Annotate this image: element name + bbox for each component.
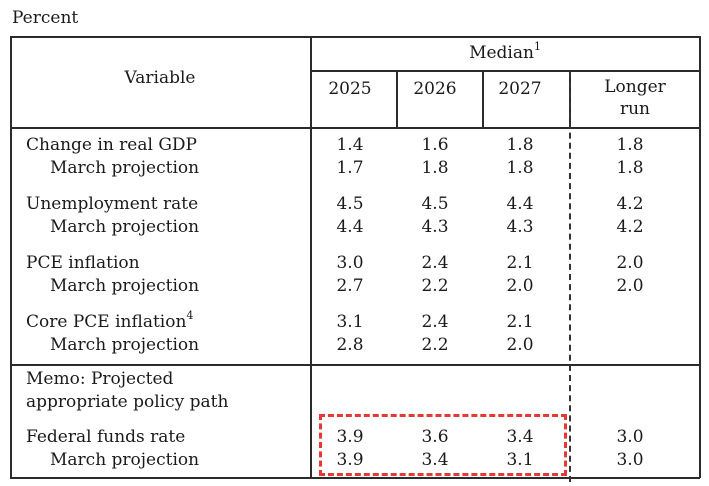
year-header-2025: 2025: [328, 79, 372, 99]
variable-column-divider: [310, 36, 312, 478]
longer-run-header: Longer run: [604, 77, 666, 119]
cell-longer-run: 3.0: [616, 427, 644, 447]
cell-2025: 4.4: [336, 217, 364, 237]
cell-2025: 3.9: [336, 450, 364, 470]
cell-2027: 3.4: [506, 427, 534, 447]
row-label: March projection: [50, 450, 200, 470]
row-label: Change in real GDP: [26, 135, 197, 155]
cell-2026: 1.6: [421, 135, 449, 155]
row-label: PCE inflation: [26, 253, 140, 273]
cell-longer-run: 1.8: [616, 135, 644, 155]
cell-2025: 1.4: [336, 135, 364, 155]
cell-longer-run: 2.0: [616, 253, 644, 273]
memo-subheading: appropriate policy path: [26, 392, 229, 412]
cell-longer-run: 1.8: [616, 158, 644, 178]
header-divider-2027: [482, 71, 484, 128]
cell-2026: 3.4: [421, 450, 449, 470]
cell-2026: 2.2: [421, 276, 449, 296]
cell-2026: 1.8: [421, 158, 449, 178]
row-label: March projection: [50, 217, 200, 237]
unit-caption: Percent: [12, 8, 79, 28]
cell-2027: 1.8: [506, 135, 534, 155]
cell-2025: 3.1: [336, 312, 364, 332]
cell-2025: 4.5: [336, 194, 364, 214]
cell-2026: 2.4: [421, 253, 449, 273]
cell-2025: 2.7: [336, 276, 364, 296]
table-right-border: [699, 36, 701, 478]
cell-2027: 2.1: [506, 253, 534, 273]
policy-path-highlight-box: [319, 414, 567, 476]
cell-2027: 3.1: [506, 450, 534, 470]
row-label: March projection: [50, 158, 200, 178]
cell-2027: 2.0: [506, 276, 534, 296]
year-header-2027: 2027: [498, 79, 542, 99]
memo-separator-rule: [10, 364, 700, 366]
median-header: Median1: [469, 40, 541, 63]
row-label: Core PCE inflation4: [26, 309, 194, 332]
table-left-border: [10, 36, 12, 478]
core-pce-footnote-marker: 4: [186, 309, 194, 323]
cell-2025: 2.8: [336, 335, 364, 355]
header-bottom-rule: [10, 127, 700, 129]
row-label: Federal funds rate: [26, 427, 186, 447]
table-top-rule: [10, 36, 700, 38]
cell-2025: 3.0: [336, 253, 364, 273]
cell-2026: 2.4: [421, 312, 449, 332]
memo-heading: Memo: Projected: [26, 369, 174, 389]
cell-2027: 2.1: [506, 312, 534, 332]
cell-2027: 2.0: [506, 335, 534, 355]
longer-run-dashed-divider: [569, 72, 571, 482]
year-header-2026: 2026: [413, 79, 457, 99]
table-bottom-rule: [10, 477, 700, 479]
cell-longer-run: 4.2: [616, 194, 644, 214]
cell-2027: 4.3: [506, 217, 534, 237]
row-label: March projection: [50, 276, 200, 296]
median-footnote-marker: 1: [533, 40, 541, 54]
cell-2027: 4.4: [506, 194, 534, 214]
header-divider-2026: [396, 71, 398, 128]
cell-2026: 4.3: [421, 217, 449, 237]
row-label: Unemployment rate: [26, 194, 199, 214]
cell-longer-run: 2.0: [616, 276, 644, 296]
cell-2027: 1.8: [506, 158, 534, 178]
cell-longer-run: 4.2: [616, 217, 644, 237]
cell-2026: 2.2: [421, 335, 449, 355]
cell-2025: 1.7: [336, 158, 364, 178]
cell-longer-run: 3.0: [616, 450, 644, 470]
cell-2026: 3.6: [421, 427, 449, 447]
row-label: March projection: [50, 335, 200, 355]
cell-2026: 4.5: [421, 194, 449, 214]
variable-header: Variable: [124, 68, 196, 88]
median-header-rule: [311, 70, 700, 72]
cell-2025: 3.9: [336, 427, 364, 447]
